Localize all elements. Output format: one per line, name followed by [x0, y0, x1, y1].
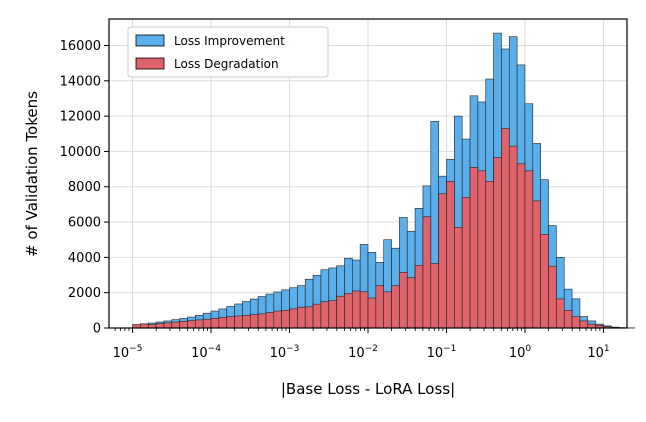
x-tick-label: 10−1 [427, 344, 457, 361]
y-tick-label: 12000 [60, 110, 101, 125]
bar-loss-degradation [446, 181, 454, 328]
bar-loss-degradation [219, 317, 227, 328]
legend-label-loss-improvement: Loss Improvement [174, 34, 285, 48]
bar-loss-degradation [274, 311, 282, 328]
bar-loss-degradation [407, 278, 415, 328]
bar-loss-degradation [337, 296, 345, 328]
bar-loss-degradation [399, 272, 407, 328]
bar-loss-degradation [235, 316, 243, 328]
bar-loss-degradation [462, 197, 470, 328]
bar-loss-degradation [494, 158, 502, 328]
bar-loss-degradation [266, 312, 274, 328]
x-tick-label: 10−5 [113, 344, 143, 361]
bar-loss-degradation [250, 315, 258, 328]
x-tick-label: 100 [509, 344, 532, 361]
bar-loss-degradation [329, 301, 337, 328]
bar-loss-degradation [533, 201, 541, 328]
bar-loss-degradation [211, 318, 219, 328]
x-tick-label-base: 10 [270, 346, 287, 361]
bar-loss-degradation [572, 317, 580, 328]
bar-loss-degradation [501, 128, 509, 328]
x-tick-label-exponent: −2 [365, 344, 378, 354]
bar-loss-degradation [454, 227, 462, 328]
bar-loss-degradation [313, 304, 321, 328]
x-tick-label-exponent: 1 [604, 344, 610, 354]
bar-loss-degradation [290, 309, 298, 328]
x-tick-label: 10−3 [270, 344, 300, 361]
x-tick-label: 101 [587, 344, 609, 361]
bar-loss-degradation [180, 321, 188, 328]
bar-loss-degradation [203, 319, 211, 328]
x-tick-label-exponent: −4 [208, 344, 222, 354]
bar-loss-degradation [431, 264, 439, 328]
y-tick-label: 4000 [68, 251, 101, 266]
bar-loss-degradation [368, 298, 376, 328]
bar-loss-degradation [156, 324, 164, 328]
legend-swatch-loss-improvement [136, 35, 164, 46]
y-axis-ticks: 0 2000 4000 6000 8000 10000 12000 14000 16000 [60, 39, 109, 337]
y-tick-label: 0 [93, 322, 101, 337]
bar-loss-degradation [423, 217, 431, 328]
bar-loss-degradation [140, 324, 148, 328]
bar-loss-degradation [549, 266, 557, 328]
legend-swatch-loss-degradation [136, 58, 164, 69]
bar-loss-degradation [541, 234, 549, 328]
x-tick-label: 10−4 [191, 344, 221, 361]
bar-loss-degradation [478, 171, 486, 328]
x-tick-label-exponent: −5 [129, 344, 142, 354]
x-tick-label-exponent: 0 [525, 344, 531, 354]
x-tick-label-base: 10 [191, 346, 208, 361]
x-axis-label: |Base Loss - LoRA Loss| [281, 380, 455, 398]
x-tick-label-exponent: −1 [443, 344, 456, 354]
y-tick-label: 14000 [60, 74, 101, 89]
bar-loss-degradation [392, 286, 400, 328]
bar-loss-degradation [376, 286, 384, 328]
bar-loss-degradation [509, 146, 517, 328]
bar-loss-degradation [564, 310, 572, 328]
x-tick-label-base: 10 [348, 346, 365, 361]
y-axis-label: # of Validation Tokens [23, 91, 41, 257]
x-tick-label: 10−2 [348, 344, 378, 361]
bar-loss-degradation [415, 265, 423, 328]
bar-loss-degradation [195, 320, 203, 328]
y-tick-label: 10000 [60, 145, 101, 160]
bar-loss-degradation [282, 310, 290, 328]
bar-loss-degradation [344, 294, 352, 328]
bar-loss-degradation [187, 321, 195, 328]
bar-loss-degradation [172, 322, 180, 328]
bar-loss-degradation [517, 164, 525, 328]
y-tick-label: 6000 [68, 216, 101, 231]
bar-loss-degradation [305, 307, 313, 328]
bar-loss-degradation [360, 292, 368, 328]
bar-loss-degradation [297, 307, 305, 328]
legend: Loss Improvement Loss Degradation [128, 27, 328, 77]
bar-loss-degradation [439, 194, 447, 328]
bar-loss-degradation [486, 181, 494, 328]
bar-loss-degradation [556, 299, 564, 328]
bar-loss-degradation [580, 321, 588, 328]
bar-loss-degradation [352, 291, 360, 328]
legend-label-loss-degradation: Loss Degradation [174, 57, 279, 71]
bar-loss-degradation [258, 314, 266, 328]
y-tick-label: 16000 [60, 39, 101, 54]
x-tick-label-exponent: −3 [286, 344, 299, 354]
bar-loss-degradation [384, 292, 392, 328]
bar-loss-degradation [164, 323, 172, 328]
y-tick-label: 8000 [68, 180, 101, 195]
bar-loss-degradation [321, 302, 329, 328]
y-tick-label: 2000 [68, 286, 101, 301]
bar-loss-degradation [242, 315, 250, 328]
bar-loss-degradation [525, 171, 533, 328]
x-tick-label-base: 10 [509, 346, 526, 361]
x-tick-label-base: 10 [113, 346, 130, 361]
bar-loss-degradation [227, 317, 235, 328]
bar-loss-degradation [470, 167, 478, 328]
x-tick-label-base: 10 [427, 346, 444, 361]
x-tick-label-base: 10 [587, 346, 604, 361]
